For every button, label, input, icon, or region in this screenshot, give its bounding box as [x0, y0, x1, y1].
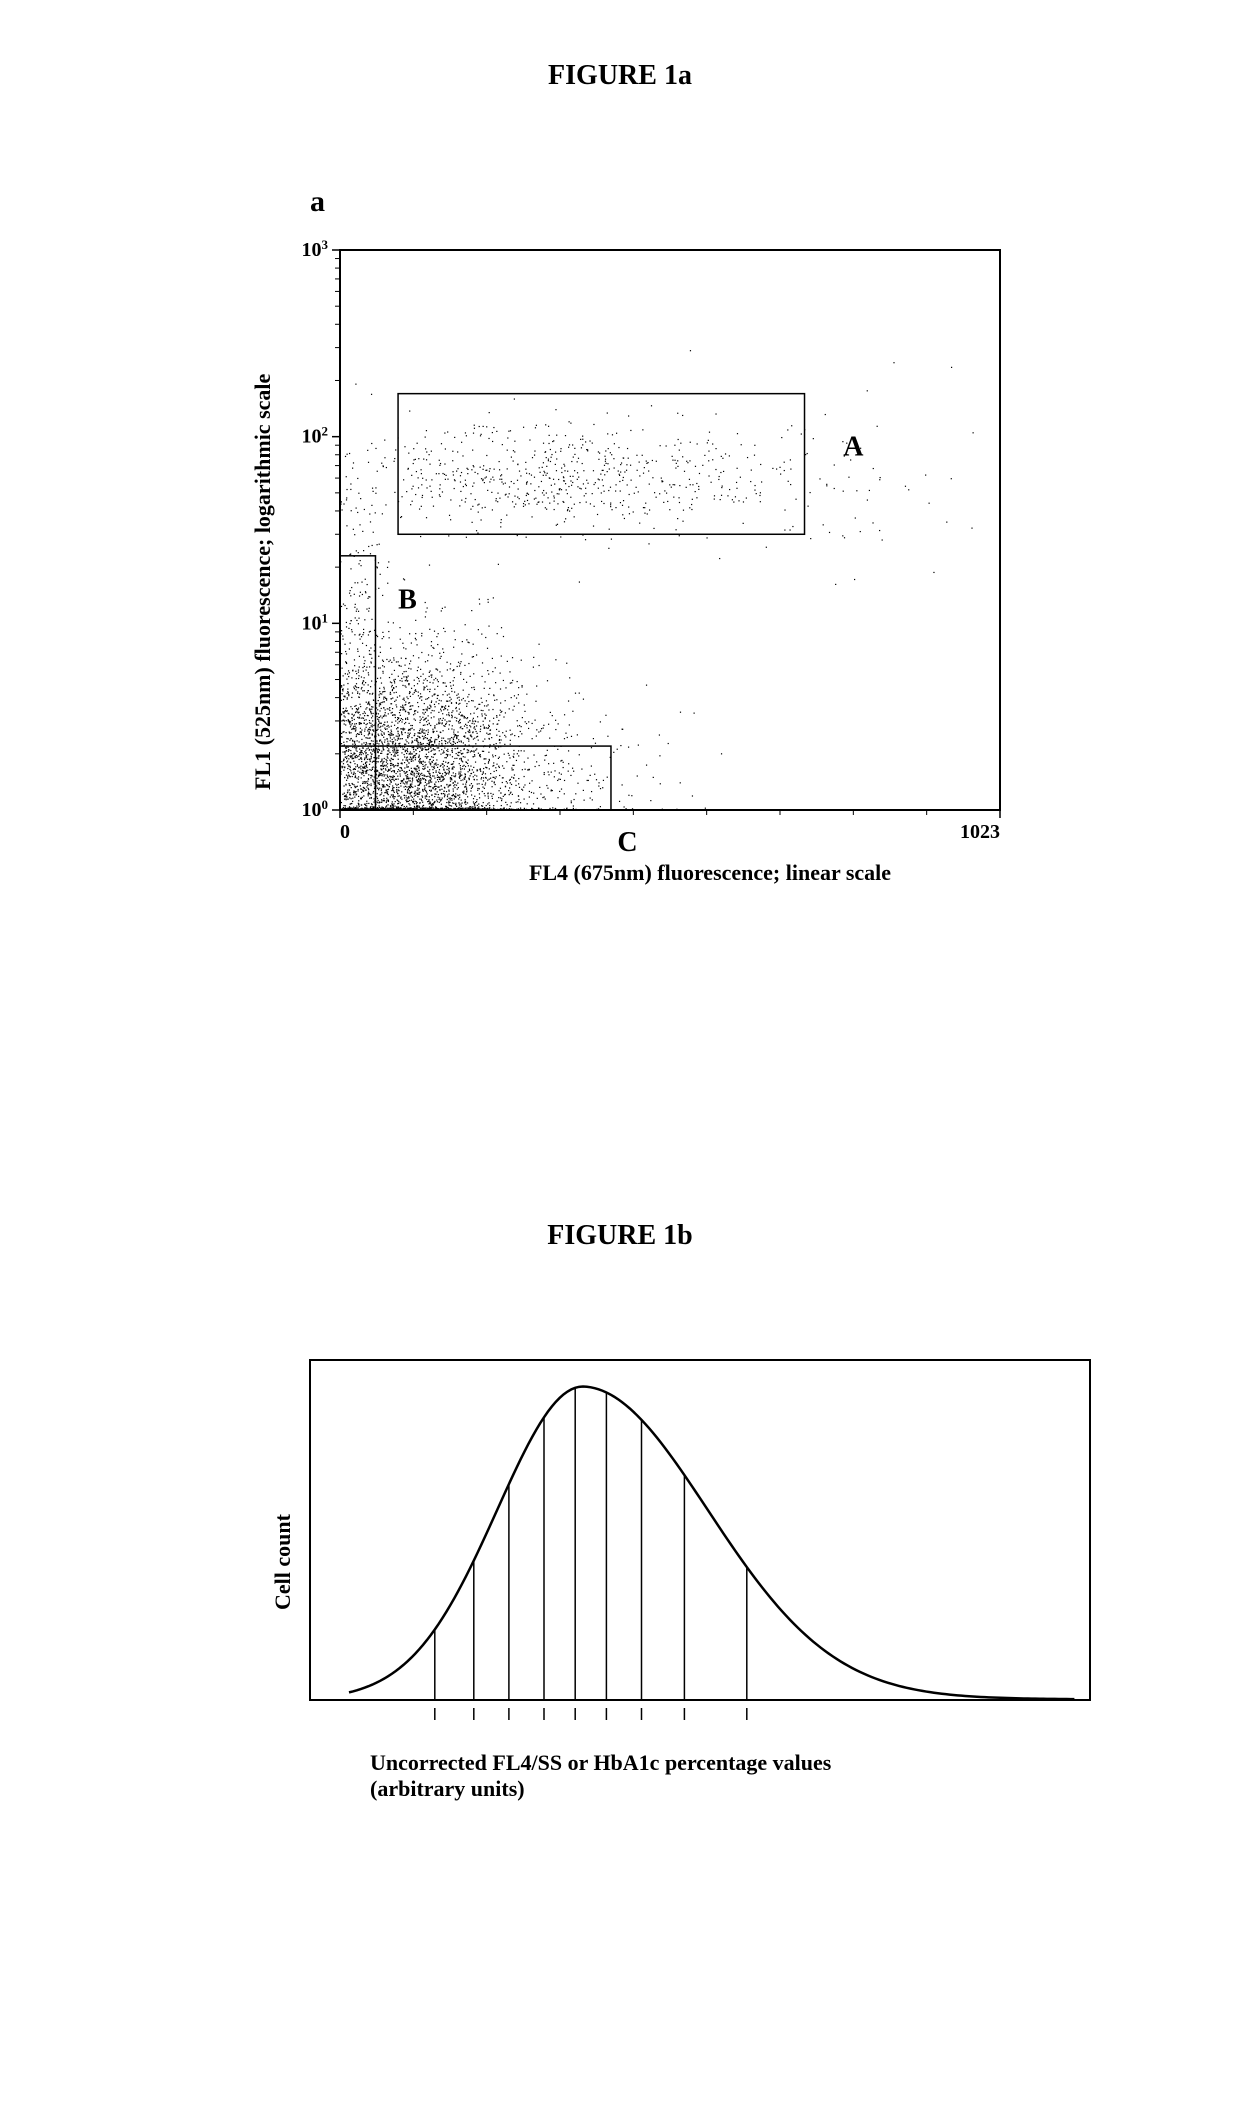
svg-text:101: 101 [302, 610, 329, 635]
svg-text:103: 103 [302, 240, 329, 261]
figure1a-plot: 10010110210301023ABC [270, 240, 1030, 880]
figure1b-plot [290, 1350, 1110, 1770]
page: FIGURE 1a a FL1 (525nm) fluorescence; lo… [0, 0, 1240, 2128]
figure1b-x-label: Uncorrected FL4/SS or HbA1c percentage v… [370, 1750, 930, 1802]
svg-text:0: 0 [340, 821, 350, 843]
figure1a-panel-letter: a [310, 185, 325, 219]
figure1a-title: FIGURE 1a [0, 60, 1240, 92]
svg-text:1023: 1023 [960, 821, 1000, 843]
figure1b-title: FIGURE 1b [0, 1220, 1240, 1252]
svg-text:102: 102 [302, 423, 329, 448]
svg-text:100: 100 [302, 797, 329, 822]
figure1a-x-label: FL4 (675nm) fluorescence; linear scale [430, 860, 990, 886]
